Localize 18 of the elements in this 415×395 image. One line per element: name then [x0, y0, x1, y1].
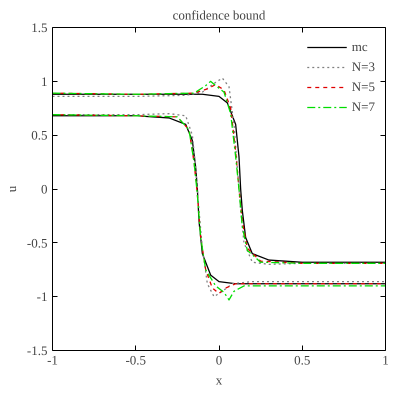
chart-title: confidence bound [172, 8, 266, 22]
x-axis-title: x [216, 372, 223, 388]
y-tick-label: 0.5 [31, 128, 48, 143]
legend-label: N=7 [352, 99, 375, 115]
legend-label: N=5 [352, 79, 375, 95]
y-tick-label: 1.5 [31, 20, 48, 35]
y-tick-label: -0.5 [26, 235, 48, 250]
x-tick-label: 0 [216, 352, 222, 368]
y-tick-label: 0 [41, 182, 48, 196]
y-tick-label: -1 [36, 289, 48, 304]
x-tick-label: 1 [382, 352, 389, 368]
x-tick-label: -0.5 [125, 352, 146, 368]
x-tick-label: 0.5 [294, 352, 310, 368]
y-tick-label: -1.5 [26, 343, 48, 358]
legend-label: N=3 [352, 59, 375, 75]
y-tick-label: 1 [41, 74, 48, 89]
legend-label: mc [352, 39, 369, 55]
y-axis-title: u [4, 185, 19, 192]
